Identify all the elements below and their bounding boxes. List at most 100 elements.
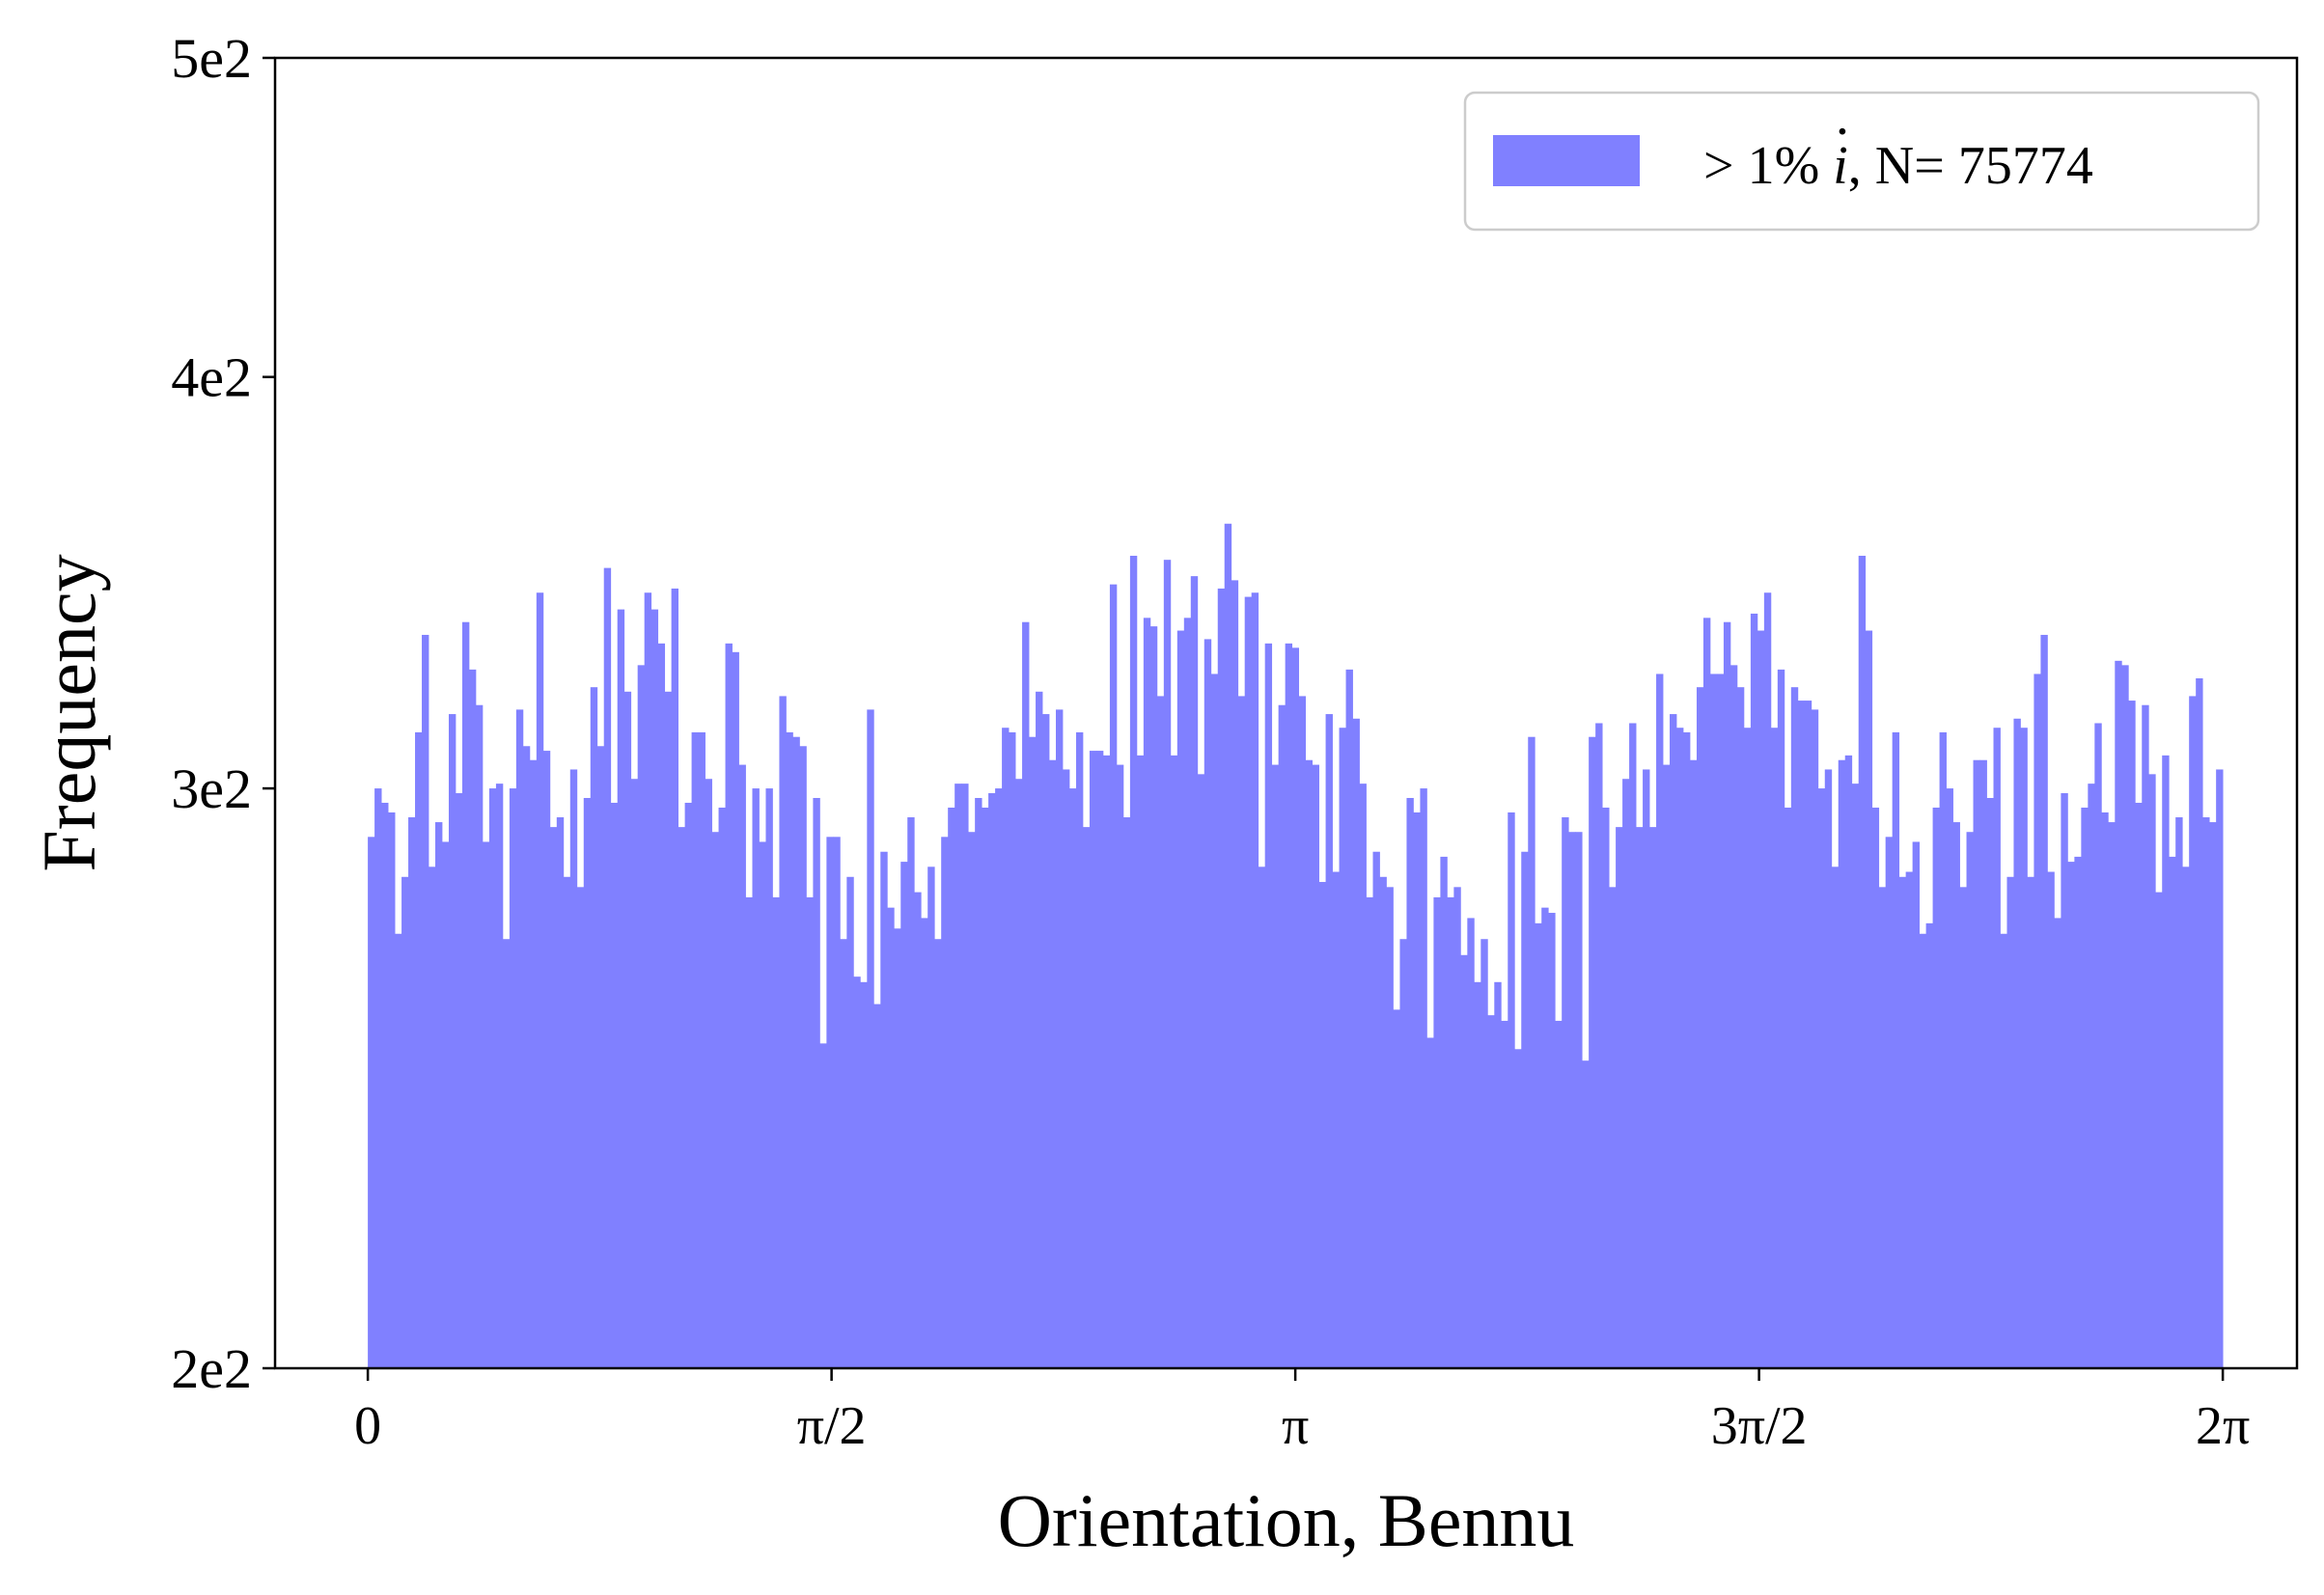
- histogram-bar: [630, 779, 639, 1368]
- histogram-bar: [1993, 728, 2001, 1368]
- histogram-bar: [1406, 797, 1414, 1368]
- histogram-bar: [1729, 665, 1738, 1368]
- histogram-bar: [1952, 822, 1960, 1368]
- histogram-bar: [1176, 630, 1185, 1368]
- histogram-bar: [395, 933, 402, 1368]
- histogram-bar: [1723, 621, 1731, 1368]
- histogram-bar: [576, 887, 585, 1368]
- histogram-bar: [995, 788, 1003, 1368]
- histogram-bar: [1979, 759, 1987, 1368]
- histogram-bar: [2202, 817, 2210, 1368]
- histogram-bar: [1251, 592, 1259, 1368]
- histogram-bar: [610, 802, 619, 1368]
- histogram-bar: [738, 764, 746, 1368]
- histogram-bar: [1986, 797, 1994, 1368]
- histogram-bar: [1844, 755, 1853, 1368]
- histogram-bar: [1919, 933, 1927, 1368]
- histogram-bar: [1237, 696, 1246, 1368]
- histogram-bar: [1204, 639, 1212, 1368]
- histogram-bar: [1663, 764, 1671, 1368]
- histogram-bar: [1312, 764, 1319, 1368]
- histogram-bar: [2155, 892, 2163, 1368]
- histogram-bar: [1049, 759, 1057, 1368]
- histogram-bar: [1095, 751, 1104, 1368]
- histogram-bar: [603, 567, 612, 1368]
- histogram-bar: [1386, 887, 1394, 1368]
- histogram-bar: [961, 784, 969, 1368]
- histogram-bar: [1022, 621, 1030, 1368]
- histogram-bar: [1770, 728, 1779, 1368]
- histogram-bar: [1379, 876, 1387, 1368]
- histogram-bar: [982, 807, 989, 1368]
- histogram-bar: [1851, 784, 1860, 1368]
- histogram-bar: [1433, 896, 1441, 1368]
- histogram-bar: [813, 797, 820, 1368]
- histogram-bar: [422, 634, 429, 1368]
- histogram-bar: [678, 827, 685, 1368]
- histogram-bar: [819, 1043, 827, 1368]
- histogram-bar: [1508, 811, 1515, 1368]
- histogram-bar: [873, 1004, 881, 1368]
- histogram-bar: [684, 802, 692, 1368]
- histogram-bar: [1643, 769, 1650, 1368]
- histogram-bar: [752, 788, 760, 1368]
- histogram-bar: [1636, 827, 1644, 1368]
- histogram-bar: [1595, 723, 1603, 1368]
- histogram-bar: [1763, 592, 1772, 1368]
- histogram-bar: [556, 817, 565, 1368]
- histogram-bar: [1264, 643, 1273, 1368]
- y-axis-label: Frequency: [27, 554, 111, 871]
- histogram-bar: [1271, 764, 1280, 1368]
- histogram-bar: [1447, 896, 1454, 1368]
- histogram-bar: [759, 841, 766, 1368]
- histogram-bar: [968, 832, 976, 1368]
- x-tick-label: 3π/2: [1711, 1396, 1808, 1456]
- legend: > 1% i, N= 75774 ·: [1463, 91, 2260, 232]
- histogram-bar: [1777, 669, 1785, 1368]
- x-axis-ticks: 0 π/2 π 3π/2 2π: [354, 1368, 2250, 1456]
- histogram-bar: [1709, 674, 1718, 1368]
- histogram-bar: [1474, 981, 1481, 1368]
- histogram-bar: [1197, 774, 1205, 1368]
- histogram-bar: [900, 862, 908, 1368]
- histogram-bar: [650, 609, 659, 1368]
- histogram-bar: [1871, 807, 1880, 1368]
- histogram-bar: [1190, 576, 1199, 1368]
- histogram-bar: [1521, 851, 1529, 1368]
- histogram-bar: [792, 736, 800, 1368]
- histogram-bar: [1616, 827, 1623, 1368]
- bars-layer: [368, 523, 2224, 1368]
- histogram-bar: [502, 939, 511, 1368]
- histogram-bar: [698, 731, 706, 1368]
- histogram-bar: [522, 746, 531, 1368]
- histogram-bar: [2081, 807, 2089, 1368]
- histogram-bar: [894, 928, 901, 1368]
- histogram-bar: [2182, 866, 2190, 1368]
- histogram-bar: [826, 837, 834, 1368]
- histogram-bar: [1163, 560, 1172, 1368]
- histogram-bar: [1002, 728, 1010, 1368]
- y-tick-label: 5e2: [171, 27, 252, 90]
- histogram-bar: [1183, 618, 1192, 1368]
- histogram-bar: [2115, 660, 2122, 1368]
- histogram-bar: [833, 837, 841, 1368]
- histogram-bar: [1562, 817, 1569, 1368]
- histogram-bar: [2034, 674, 2041, 1368]
- legend-label-symbol: i: [1833, 136, 1848, 196]
- histogram-bar: [1170, 755, 1178, 1368]
- histogram-bar: [495, 784, 504, 1368]
- y-tick-label: 2e2: [171, 1337, 252, 1400]
- histogram-bar: [1318, 882, 1326, 1368]
- histogram-bar: [1224, 523, 1232, 1368]
- histogram-bar: [1325, 714, 1333, 1368]
- histogram-bar: [1548, 913, 1556, 1368]
- histogram-bar: [1217, 588, 1226, 1368]
- histogram-bar: [1817, 788, 1826, 1368]
- histogram-bar: [1865, 630, 1873, 1368]
- x-axis-label: Orientation, Bennu: [998, 1478, 1575, 1562]
- histogram-bar: [921, 918, 928, 1368]
- histogram-bar: [475, 704, 484, 1368]
- histogram-bar: [887, 907, 895, 1368]
- histogram-bar: [1068, 788, 1077, 1368]
- histogram-bar: [1029, 736, 1037, 1368]
